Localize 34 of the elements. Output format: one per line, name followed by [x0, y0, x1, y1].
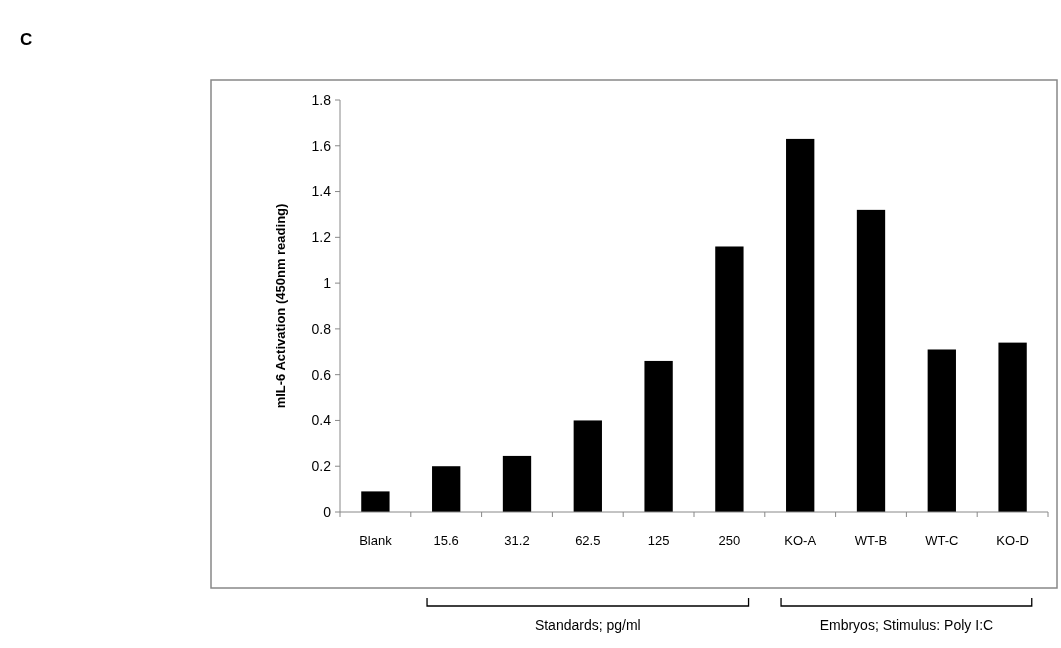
y-tick-label: 0.6 [311, 366, 332, 383]
y-tick-label: 0.8 [311, 320, 332, 337]
bar [786, 138, 815, 512]
text: Embryos; Stimulus: Poly I:C [819, 617, 994, 633]
bar [644, 360, 673, 512]
y-tick-label: 1 [323, 275, 332, 292]
y-axis-title: mIL-6 Activation (450nm reading) [273, 203, 288, 409]
x-tick-label: KO-A [784, 533, 817, 548]
bar [573, 420, 602, 512]
x-tick-label: WT-C [925, 533, 959, 548]
y-tick-label: 0 [323, 503, 332, 520]
y-tick-label: 0.4 [311, 412, 332, 429]
x-tick-label: Blank [359, 533, 393, 548]
bar [361, 491, 390, 512]
x-tick-label: KO-D [996, 533, 1029, 548]
text: Standards; pg/ml [534, 617, 641, 633]
x-tick-label: WT-B [854, 533, 888, 548]
bar [432, 466, 461, 512]
bar [927, 349, 956, 512]
y-tick-label: 1.2 [311, 229, 332, 246]
x-tick-label: 31.2 [504, 533, 530, 548]
y-tick-label: 1.6 [311, 137, 332, 154]
y-tick-label: 1.4 [311, 183, 332, 200]
y-tick-label: 0.2 [311, 458, 332, 475]
bar [856, 209, 886, 512]
x-tick-label: 250 [718, 533, 741, 548]
y-tick-label: 1.8 [311, 91, 332, 108]
bar [715, 246, 744, 512]
x-tick-label: 15.6 [433, 533, 459, 548]
bar [502, 455, 532, 512]
x-tick-label: 62.5 [575, 533, 601, 548]
text: C [20, 30, 33, 49]
x-tick-label: 125 [647, 533, 670, 548]
bar [998, 342, 1027, 512]
